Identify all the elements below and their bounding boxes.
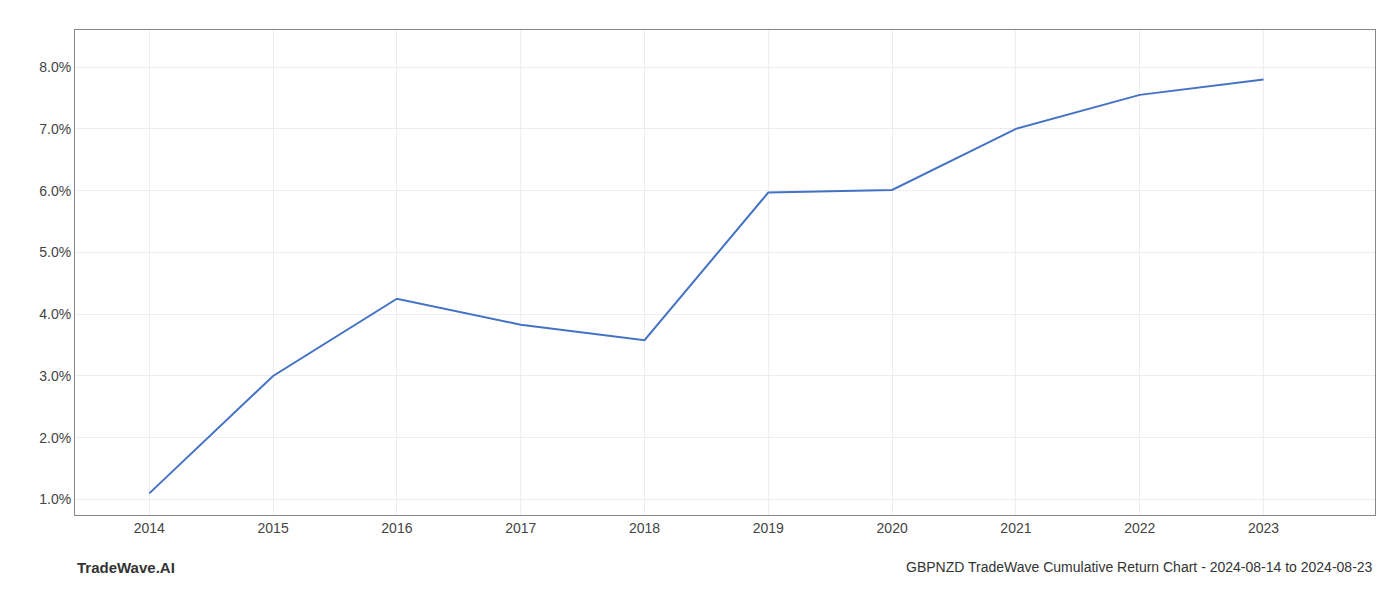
svg-text:2020: 2020 [877,520,908,536]
svg-text:2017: 2017 [505,520,536,536]
svg-text:4.0%: 4.0% [39,306,71,322]
svg-text:8.0%: 8.0% [39,59,71,75]
svg-text:2018: 2018 [629,520,660,536]
svg-text:1.0%: 1.0% [39,491,71,507]
svg-text:2.0%: 2.0% [39,430,71,446]
svg-text:5.0%: 5.0% [39,244,71,260]
svg-text:6.0%: 6.0% [39,183,71,199]
svg-text:TradeWave.AI: TradeWave.AI [77,559,175,576]
svg-text:7.0%: 7.0% [39,121,71,137]
svg-text:2019: 2019 [753,520,784,536]
svg-text:2016: 2016 [381,520,412,536]
svg-text:3.0%: 3.0% [39,368,71,384]
svg-text:2014: 2014 [134,520,165,536]
svg-text:2021: 2021 [1000,520,1031,536]
svg-text:2015: 2015 [258,520,289,536]
svg-text:GBPNZD TradeWave Cumulative Re: GBPNZD TradeWave Cumulative Return Chart… [906,559,1373,575]
svg-text:2023: 2023 [1248,520,1279,536]
svg-text:2022: 2022 [1124,520,1155,536]
